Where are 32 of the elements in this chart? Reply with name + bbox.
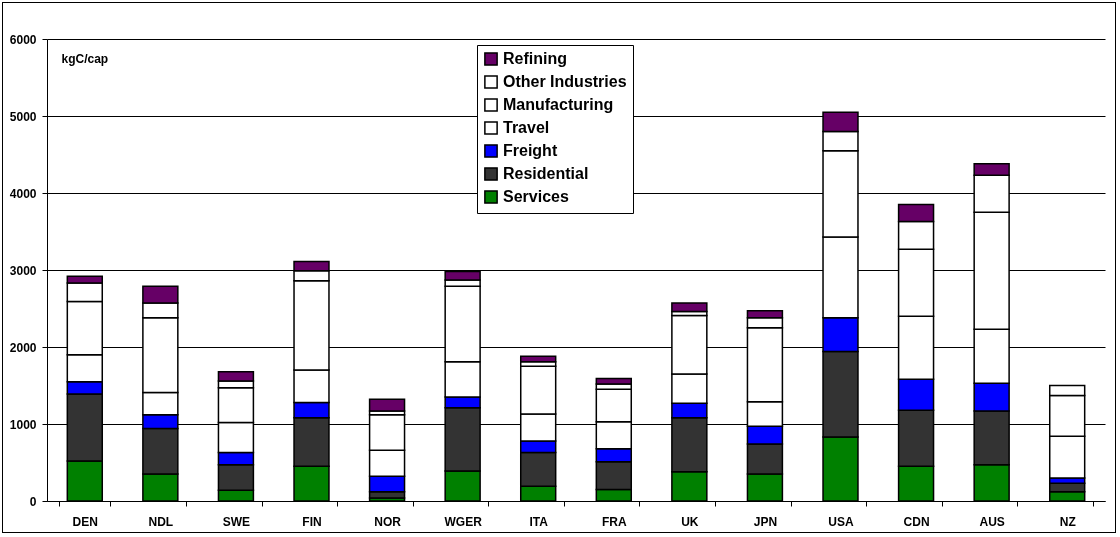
y-axis-title: kgC/cap — [61, 51, 109, 66]
legend-label: Travel — [503, 119, 550, 136]
x-tick-label: DEN — [72, 514, 98, 529]
x-tick-label: USA — [828, 514, 854, 529]
y-tick-label: 3000 — [9, 263, 37, 278]
x-tick-label: NDL — [148, 514, 174, 529]
x-tick-label: WGER — [444, 514, 483, 529]
bar — [519, 355, 557, 363]
x-tick-label: NZ — [1059, 514, 1076, 529]
bar — [368, 398, 406, 412]
legend-label: Other Industries — [503, 73, 627, 90]
x-tick-label: JPN — [753, 514, 778, 529]
y-tick-label: 4000 — [9, 186, 37, 201]
x-tick-label: NOR — [374, 514, 402, 529]
x-tick-label: ITA — [529, 514, 549, 529]
x-tick-label: UK — [681, 514, 699, 529]
y-tick-label: 0 — [29, 494, 37, 509]
legend-label: Refining — [503, 50, 567, 67]
y-tick-label: 1000 — [9, 417, 37, 432]
y-tick-label: 2000 — [9, 340, 37, 355]
x-tick-label: FRA — [601, 514, 627, 529]
legend-label: Manufacturing — [503, 96, 614, 113]
legend-label: Freight — [503, 142, 558, 159]
x-tick-label: CDN — [903, 514, 930, 529]
bar — [671, 302, 708, 313]
y-tick-label: 6000 — [9, 32, 37, 47]
legend-label: Services — [503, 188, 569, 205]
x-tick-label: SWE — [222, 514, 251, 529]
legend-label: Residential — [503, 165, 589, 182]
x-tick-label: AUS — [979, 514, 1005, 529]
x-tick-label: FIN — [302, 514, 322, 529]
y-tick-label: 5000 — [9, 109, 37, 124]
